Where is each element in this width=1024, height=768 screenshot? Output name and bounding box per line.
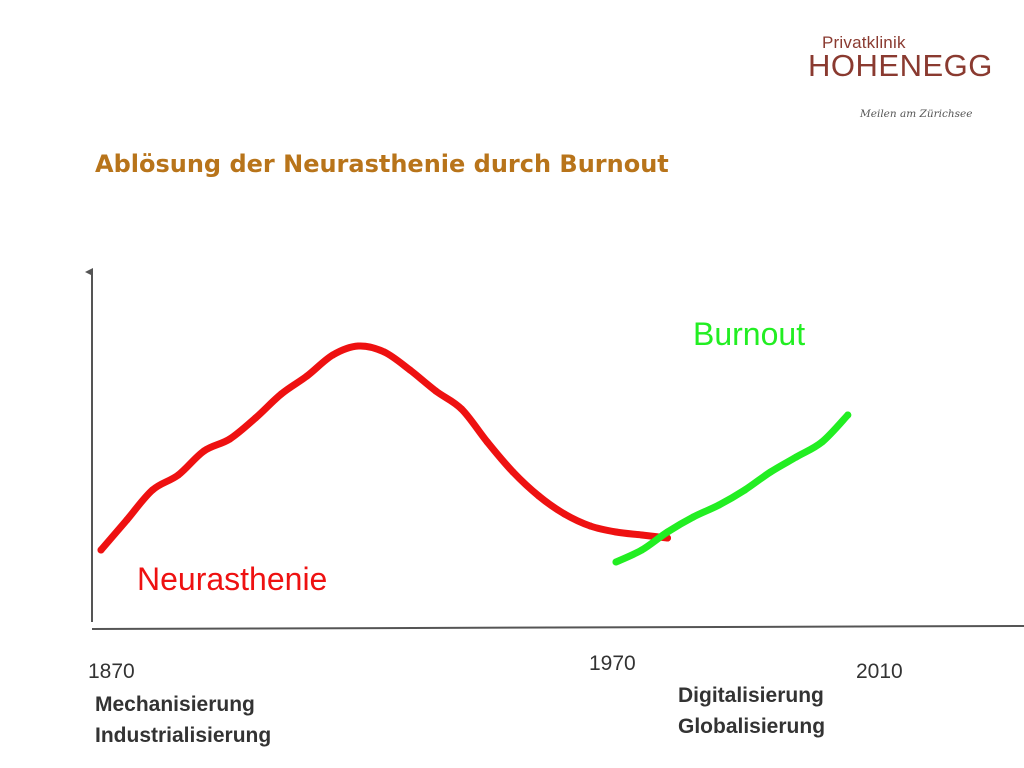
data-point	[252, 414, 259, 422]
era-label-left: Mechanisierung Industrialisierung	[95, 689, 271, 751]
data-point	[174, 471, 182, 479]
series-layer	[97, 342, 852, 566]
series-label-burnout: Burnout	[693, 316, 806, 352]
data-point	[638, 546, 646, 554]
data-point	[483, 438, 491, 446]
data-point	[715, 501, 723, 509]
logo-tagline: Meilen am Zürichsee	[860, 108, 973, 120]
data-point	[844, 411, 852, 419]
data-point	[97, 546, 105, 554]
logo-line1: Privatklinik	[822, 33, 906, 52]
data-point	[689, 513, 697, 521]
data-point	[200, 447, 208, 455]
era-label-line: Industrialisierung	[95, 724, 272, 747]
data-point	[767, 468, 774, 476]
data-point	[432, 387, 440, 395]
data-point	[638, 531, 646, 539]
x-axis	[91, 625, 1024, 630]
data-point	[535, 492, 543, 500]
data-point	[149, 486, 156, 494]
data-point	[355, 342, 362, 350]
data-point	[561, 510, 568, 518]
slide-title: Ablösung der Neurasthenie durch Burnout	[95, 150, 669, 178]
series-line-0	[97, 342, 671, 554]
data-point	[123, 516, 131, 524]
data-point	[586, 522, 594, 530]
logo-wordmark: HOHENEGG	[808, 48, 993, 83]
x-tick-label: 2010	[856, 660, 903, 683]
data-point	[226, 435, 234, 443]
series-line-1	[612, 411, 852, 566]
data-point	[380, 348, 388, 356]
data-point	[664, 528, 671, 536]
data-point	[741, 486, 749, 494]
data-point	[329, 351, 337, 359]
data-point	[458, 405, 465, 413]
x-tick-label: 1870	[88, 660, 135, 683]
era-label-line: Mechanisierung	[95, 693, 255, 716]
data-point	[792, 453, 800, 461]
era-label-right: Digitalisierung Globalisierung	[678, 680, 825, 742]
era-label-line: Globalisierung	[678, 715, 826, 738]
data-point	[303, 372, 311, 380]
data-point	[818, 438, 826, 446]
data-point	[612, 558, 620, 566]
data-point	[509, 468, 517, 476]
era-label-line: Digitalisierung	[678, 684, 824, 707]
data-point	[406, 366, 414, 374]
series-label-neurasthenie: Neurasthenie	[137, 561, 328, 597]
x-tick-label: 1970	[589, 652, 636, 675]
data-point	[612, 528, 620, 536]
data-point	[277, 390, 285, 398]
